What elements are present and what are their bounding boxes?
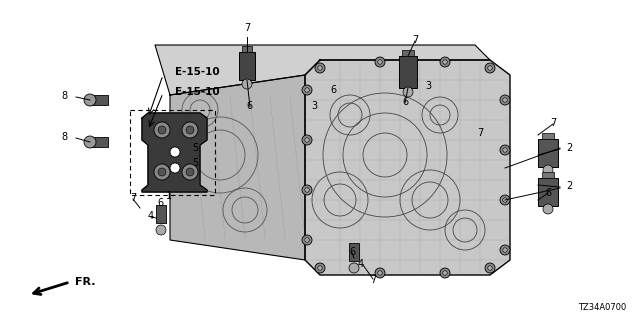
Circle shape	[154, 164, 170, 180]
Circle shape	[485, 263, 495, 273]
Bar	[156, 205, 166, 223]
Circle shape	[503, 148, 508, 152]
Bar	[538, 178, 558, 206]
Circle shape	[315, 263, 325, 273]
Text: 7: 7	[477, 128, 483, 138]
Circle shape	[440, 57, 450, 67]
Text: 6: 6	[349, 247, 355, 257]
Text: 6: 6	[545, 188, 551, 198]
Circle shape	[500, 195, 510, 205]
Circle shape	[84, 94, 96, 106]
Circle shape	[182, 164, 198, 180]
Circle shape	[158, 126, 166, 134]
Circle shape	[156, 225, 166, 235]
Bar	[538, 139, 558, 167]
Circle shape	[305, 238, 309, 242]
Polygon shape	[142, 113, 207, 192]
Circle shape	[375, 57, 385, 67]
Circle shape	[488, 66, 492, 70]
Circle shape	[349, 263, 359, 273]
Circle shape	[302, 185, 312, 195]
Text: 7: 7	[370, 275, 376, 285]
Text: 7: 7	[550, 118, 556, 128]
Text: FR.: FR.	[75, 277, 95, 287]
Text: 8: 8	[62, 132, 68, 142]
Text: TZ34A0700: TZ34A0700	[578, 303, 627, 313]
Text: 7: 7	[412, 35, 418, 45]
Circle shape	[543, 204, 553, 214]
Circle shape	[403, 87, 413, 97]
Bar	[90, 95, 108, 105]
Text: E-15-10: E-15-10	[175, 67, 220, 77]
Text: 6: 6	[330, 85, 336, 95]
Circle shape	[317, 266, 323, 270]
Polygon shape	[170, 75, 305, 260]
Circle shape	[170, 147, 180, 157]
Circle shape	[158, 168, 166, 176]
Bar	[542, 133, 554, 139]
Circle shape	[378, 60, 382, 64]
Text: 5: 5	[192, 143, 198, 153]
Text: 3: 3	[311, 101, 317, 111]
Circle shape	[488, 266, 492, 270]
Circle shape	[305, 88, 309, 92]
Text: 4: 4	[358, 259, 364, 269]
Circle shape	[305, 188, 309, 192]
Circle shape	[485, 63, 495, 73]
Bar	[349, 243, 359, 261]
Text: E-15-10: E-15-10	[175, 87, 220, 97]
Circle shape	[170, 163, 180, 173]
Polygon shape	[155, 45, 490, 95]
Circle shape	[375, 268, 385, 278]
Circle shape	[302, 85, 312, 95]
Bar	[242, 46, 252, 52]
Text: 7: 7	[244, 23, 250, 33]
Bar	[402, 50, 414, 56]
Text: 4: 4	[148, 211, 154, 221]
Circle shape	[503, 98, 508, 102]
Bar	[90, 137, 108, 147]
Circle shape	[84, 136, 96, 148]
Circle shape	[302, 135, 312, 145]
Circle shape	[186, 168, 194, 176]
Circle shape	[242, 79, 252, 89]
Circle shape	[500, 245, 510, 255]
Circle shape	[305, 138, 309, 142]
Text: 6: 6	[402, 97, 408, 107]
Circle shape	[378, 271, 382, 275]
Circle shape	[500, 95, 510, 105]
Circle shape	[302, 235, 312, 245]
Circle shape	[443, 271, 447, 275]
Bar	[239, 52, 255, 80]
Circle shape	[182, 122, 198, 138]
Circle shape	[503, 198, 508, 202]
Bar	[399, 56, 417, 88]
Text: 2: 2	[566, 143, 572, 153]
Text: 6: 6	[157, 198, 163, 208]
Circle shape	[543, 165, 553, 175]
Circle shape	[315, 63, 325, 73]
Text: 3: 3	[425, 81, 431, 91]
Text: 6: 6	[246, 101, 252, 111]
Text: 5: 5	[192, 158, 198, 168]
Circle shape	[440, 268, 450, 278]
Circle shape	[503, 248, 508, 252]
Circle shape	[154, 122, 170, 138]
Circle shape	[317, 66, 323, 70]
Text: 7: 7	[130, 193, 136, 203]
Text: 1: 1	[166, 191, 172, 201]
Circle shape	[500, 145, 510, 155]
Text: 2: 2	[566, 181, 572, 191]
Bar	[542, 172, 554, 178]
Text: 8: 8	[62, 91, 68, 101]
Circle shape	[186, 126, 194, 134]
Circle shape	[443, 60, 447, 64]
Polygon shape	[305, 60, 510, 275]
